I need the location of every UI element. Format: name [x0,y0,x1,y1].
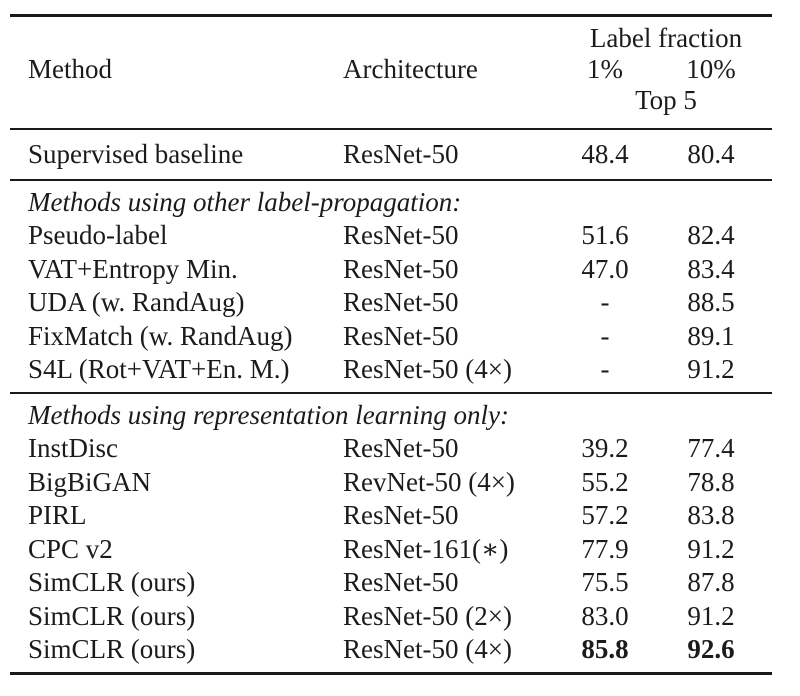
table-row: SimCLR (ours) ResNet-50 75.5 87.8 [10,566,772,600]
method-cell: BigBiGAN [28,466,152,497]
top5-1pct-cell: - [600,287,610,317]
top5-10pct-cell: 80.4 [650,128,773,180]
architecture-cell: ResNet-50 (4×) [343,634,512,664]
column-header-1pct: 1% [587,54,623,84]
table-row: S4L (Rot+VAT+En. M.) ResNet-50 (4×) - 91.2 [10,353,772,393]
table-row: InstDisc ResNet-50 39.2 77.4 [10,432,772,466]
method-cell: SimCLR (ours) [28,567,196,597]
top5-10pct-cell: 83.4 [687,253,735,284]
baseline-section: Supervised baseline ResNet-50 48.4 80.4 [10,128,773,180]
top5-10pct-cell: 91.2 [687,600,735,631]
column-subheader-top5: Top 5 [635,85,697,115]
table-section: Methods using other label-propagation: Ps… [10,178,773,393]
top5-10pct-cell: 91.2 [687,354,735,384]
table-row: SimCLR (ours) ResNet-50 (2×) 83.0 91.2 [10,600,772,634]
top5-1pct-cell: 75.5 [581,567,629,597]
table-row: BigBiGAN RevNet-50 (4×) 55.2 78.8 [10,466,772,500]
section-title: Methods using representation learning on… [10,391,773,432]
column-header-architecture: Architecture [343,54,478,84]
top5-1pct-cell: 47.0 [581,253,629,284]
method-cell: UDA (w. RandAug) [28,287,245,317]
top5-1pct-cell: 39.2 [581,433,629,463]
header-columns-row: Method Architecture 1% 10% [10,54,772,85]
results-table: Label fraction Method Architecture 1% 10… [10,14,773,675]
section-title-row: Methods using representation learning on… [10,391,773,432]
method-cell: S4L (Rot+VAT+En. M.) [28,354,290,384]
top5-10pct-cell: 87.8 [687,567,735,597]
method-cell: PIRL [28,500,87,530]
header-spacer [10,16,560,55]
section-title: Methods using other label-propagation: [10,178,773,219]
top5-10pct-cell: 78.8 [687,466,735,497]
architecture-cell: ResNet-50 [343,433,459,463]
table-row: PIRL ResNet-50 57.2 83.8 [10,499,772,533]
table-header: Label fraction Method Architecture 1% 10… [10,16,772,130]
architecture-cell: ResNet-50 (4×) [343,354,512,384]
top5-10pct-cell: 83.8 [687,500,735,530]
header-spacer [10,85,560,129]
table-row: VAT+Entropy Min. ResNet-50 47.0 83.4 [10,253,772,287]
column-group-label: Label fraction [589,23,743,53]
table-row: CPC v2 ResNet-161(∗) 77.9 91.2 [10,533,772,567]
top5-1pct-cell: - [600,320,610,351]
top5-1pct-cell: 85.8 [581,634,629,664]
table-row: SimCLR (ours) ResNet-50 (4×) 85.8 92.6 [10,633,772,673]
method-cell: SimCLR (ours) [28,600,196,631]
method-cell: CPC v2 [28,533,113,564]
top5-1pct-cell: 51.6 [581,220,629,250]
top5-1pct-cell: 83.0 [581,600,629,631]
method-cell: FixMatch (w. RandAug) [28,320,293,351]
architecture-cell: ResNet-161(∗) [343,533,509,564]
header-subheader-row: Top 5 [10,85,772,129]
architecture-cell: ResNet-50 [343,320,459,351]
top5-10pct-cell: 91.2 [687,533,735,564]
architecture-cell: ResNet-50 [343,500,459,530]
architecture-cell: ResNet-50 [343,253,459,284]
method-cell: Pseudo-label [28,220,168,250]
architecture-cell: ResNet-50 [343,220,459,250]
top5-1pct-cell: - [600,354,610,384]
table-row: UDA (w. RandAug) ResNet-50 - 88.5 [10,286,772,320]
method-cell: VAT+Entropy Min. [28,253,238,284]
column-header-method: Method [28,54,112,84]
architecture-cell: ResNet-50 [343,567,459,597]
header-group-row: Label fraction [10,16,772,55]
table-section: Methods using representation learning on… [10,391,773,674]
architecture-cell: ResNet-50 (2×) [343,600,512,631]
top5-1pct-cell: 77.9 [581,533,629,564]
table-row: Pseudo-label ResNet-50 51.6 82.4 [10,219,772,253]
section-title-row: Methods using other label-propagation: [10,178,773,219]
top5-10pct-cell: 88.5 [687,287,735,317]
top5-1pct-cell: 55.2 [581,466,629,497]
table-row: FixMatch (w. RandAug) ResNet-50 - 89.1 [10,320,772,354]
top5-10pct-cell: 82.4 [687,220,735,250]
method-cell: SimCLR (ours) [28,634,196,664]
top5-1pct-cell: 57.2 [581,500,629,530]
method-cell: Supervised baseline [10,128,343,180]
method-cell: InstDisc [28,433,118,463]
table-row: Supervised baseline ResNet-50 48.4 80.4 [10,128,773,180]
top5-10pct-cell: 92.6 [687,634,735,664]
top5-10pct-cell: 89.1 [687,320,735,351]
column-header-10pct: 10% [686,54,736,84]
top5-10pct-cell: 77.4 [687,433,735,463]
architecture-cell: ResNet-50 [343,128,560,180]
top5-1pct-cell: 48.4 [560,128,650,180]
architecture-cell: RevNet-50 (4×) [343,466,515,497]
architecture-cell: ResNet-50 [343,287,459,317]
